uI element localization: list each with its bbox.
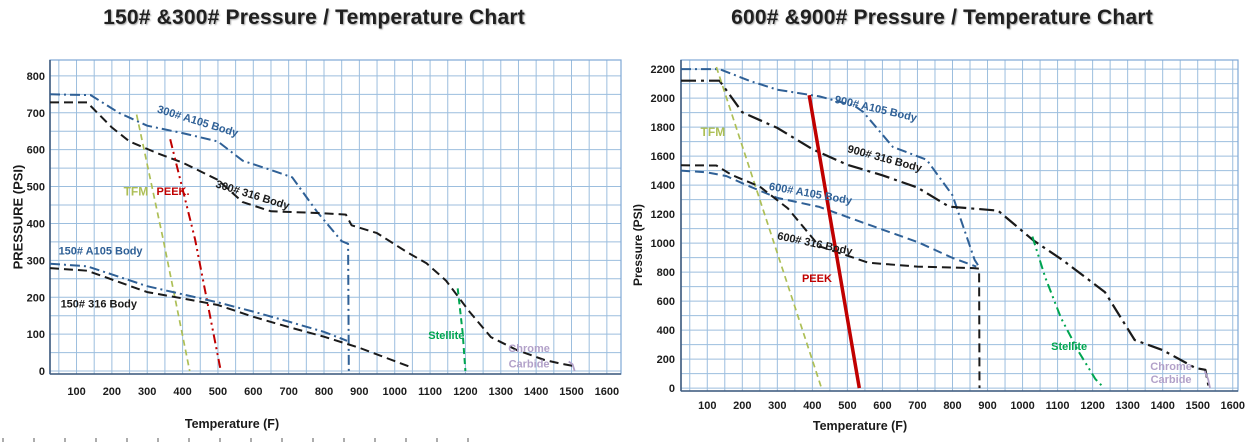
x-tick-label: 1000 [382,386,406,398]
x-tick-label: 1000 [1010,400,1034,412]
x-tick-label: 700 [279,386,297,398]
x-tick-label: 100 [67,386,85,398]
series-900-a105-body [681,68,981,269]
x-tick-label: 1600 [1221,400,1245,412]
tick-labels: 100 200 300 400 500 600 700 800 900 1000 1100 1200 1… [651,64,1245,412]
series-tfm [715,66,823,389]
y-tick-label: 200 [27,292,45,304]
x-tick-label: 1300 [1115,400,1139,412]
series-label-carbide: Carbide [509,359,550,371]
y-tick-label: 600 [657,296,675,308]
chart-plot-600-900: 100 200 300 400 500 600 700 800 900 1000 1100 1200 1… [651,59,1245,412]
y-tick-label: 1200 [651,209,675,221]
y-tick-label: 800 [27,71,45,83]
series-label-tfm: TFM [124,184,149,198]
series-900-316-body [681,79,1210,389]
chart-title-600-900: 600# &900# Pressure / Temperature Chart [731,6,1153,29]
series-peek [807,94,862,389]
x-tick-label: 1300 [489,386,513,398]
x-tick-label: 1100 [418,386,442,398]
series-600-a105-body [680,169,977,268]
x-tick-label: 200 [733,400,751,412]
x-axis-title-600-900: Temperature (F) [812,419,908,433]
x-tick-label: 1100 [1046,400,1070,412]
x-tick-label: 400 [173,386,191,398]
y-tick-label: 2200 [651,64,675,76]
series-label-stellite: Stellite [428,330,464,342]
x-tick-label: 600 [873,400,891,412]
x-tick-label: 300 [768,400,786,412]
x-tick-label: 600 [244,386,262,398]
y-tick-label: 0 [39,366,45,378]
series-label-peek: PEEK. [157,186,190,198]
series-peek [169,139,222,372]
series-label-150-a105-body: 150# A105 Body [59,245,144,257]
series-label-600-316-body: 600# 316 Body [776,230,854,258]
x-tick-label: 500 [838,400,856,412]
scan-artifacts [2,438,470,442]
x-axis-title-150-300: Temperature (F) [184,417,280,431]
series-300-316-body [50,101,574,367]
y-tick-label: 2000 [651,93,675,105]
y-tick-label: 600 [27,145,45,157]
y-tick-label: 1800 [651,122,675,134]
y-tick-label: 1600 [651,151,675,163]
x-tick-label: 1400 [1150,400,1174,412]
x-tick-label: 300 [138,386,156,398]
x-tick-label: 500 [209,386,227,398]
chart-title-150-300: 150# &300# Pressure / Temperature Chart [103,6,525,29]
chart-150-300-section: 150# &300# Pressure / Temperature Chart … [11,6,622,431]
x-tick-label: 1600 [595,386,619,398]
x-tick-label: 900 [978,400,996,412]
series-stellite [456,288,467,372]
series-label-150-316-body: 150# 316 Body [61,299,138,311]
tick-labels: 100 200 300 400 500 600 700 800 900 1000 1100 1200 1… [27,71,619,398]
y-tick-label: 700 [27,108,45,120]
series-chrome-carbide [568,360,576,372]
x-tick-label: 800 [943,400,961,412]
x-tick-label: 200 [103,386,121,398]
x-tick-label: 100 [698,400,716,412]
series-label-stellite: Stellite [1051,341,1087,353]
x-tick-label: 400 [803,400,821,412]
y-tick-label: 100 [27,329,45,341]
x-tick-label: 1200 [1080,400,1104,412]
x-tick-label: 1500 [1185,400,1209,412]
series-tfm [135,114,191,372]
series-300-a105-body [49,93,350,372]
series-label-chrome: Chrome [1150,361,1192,373]
x-tick-label: 700 [908,400,926,412]
series-stellite [1031,236,1105,389]
series-label-tfm: TFM [701,125,726,139]
y-tick-label: 500 [27,182,45,194]
chart-plot-150-300: 100 200 300 400 500 600 700 800 900 1000 1100 1200 1… [27,59,622,398]
series-150-316-body [49,267,413,369]
y-tick-label: 200 [657,354,675,366]
series-150-a105-body [49,262,348,342]
series-600-316-body [680,164,981,389]
y-tick-label: 800 [657,267,675,279]
series-label-carbide: Carbide [1151,374,1192,386]
y-tick-label: 1000 [651,238,675,250]
gridlines [50,60,621,374]
x-tick-label: 1400 [524,386,548,398]
series-chrome-carbide [1203,370,1211,389]
y-tick-label: 300 [27,255,45,267]
gridlines [681,60,1238,391]
plot-border [49,59,622,375]
series-label-chrome: Chrome [508,343,550,355]
y-tick-label: 0 [669,383,675,395]
x-tick-label: 1500 [559,386,583,398]
y-tick-label: 400 [657,325,675,337]
plot-border [680,59,1239,392]
x-tick-label: 800 [315,386,333,398]
x-tick-label: 1200 [453,386,477,398]
series-label-peek: PEEK [802,273,832,285]
x-tick-label: 900 [350,386,368,398]
y-tick-label: 1400 [651,180,675,192]
y-tick-label: 400 [27,218,45,230]
series-label-300-a105-body: 300# A105 Body [156,104,241,140]
chart-600-900-section: 600# &900# Pressure / Temperature Chart … [628,0,1256,443]
